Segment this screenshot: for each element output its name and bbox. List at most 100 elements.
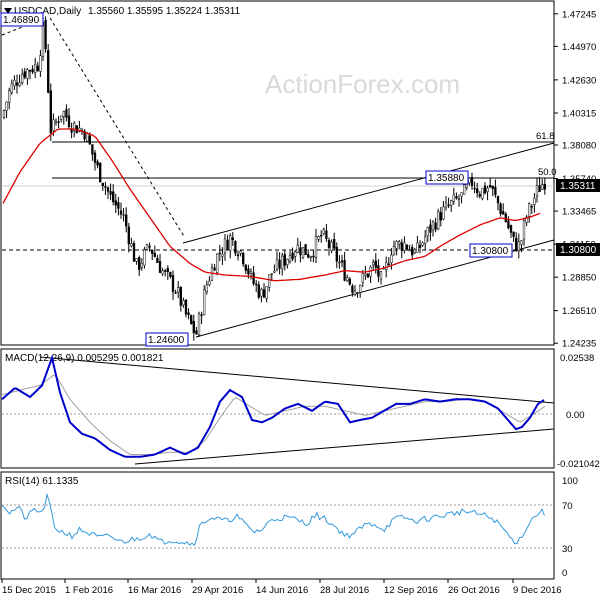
candle: [60, 115, 63, 123]
candle: [444, 196, 448, 211]
candle: [8, 87, 11, 110]
candle: [218, 244, 221, 262]
rsi-tick-100: 100: [562, 476, 578, 487]
annotation-resistance-label: 1.35880: [428, 173, 465, 184]
watermark: ActionForex.com: [265, 69, 460, 99]
candle: [125, 207, 128, 233]
candle: [26, 68, 29, 85]
x-axis-label: 29 Apr 2016: [192, 585, 243, 596]
candle: [439, 206, 442, 227]
candle: [91, 144, 94, 161]
candle: [221, 247, 224, 265]
candle: [309, 255, 312, 262]
candle: [515, 232, 518, 252]
rsi-title: RSI(14) 61.1335: [5, 476, 79, 487]
candle: [528, 202, 531, 223]
candle: [231, 231, 234, 246]
candle: [361, 269, 364, 287]
candle: [132, 240, 136, 262]
candle: [255, 280, 258, 293]
candle: [275, 251, 279, 272]
candle: [325, 223, 328, 242]
candle: [203, 285, 206, 316]
candle: [452, 187, 455, 205]
candle: [54, 118, 58, 126]
macd-lower-trendline: [134, 428, 555, 465]
candle: [333, 232, 336, 251]
candle: [34, 57, 37, 79]
candle: [291, 247, 294, 262]
candle: [530, 204, 533, 214]
candle: [109, 183, 112, 201]
candle: [301, 247, 305, 260]
candle: [169, 271, 172, 279]
candle: [112, 184, 115, 206]
x-axis: 15 Dec 2015 1 Feb 2016 16 Mar 2016 29 Apr 2…: [1, 579, 562, 596]
candle: [23, 67, 26, 80]
candle: [252, 266, 255, 286]
fib-61-8-label: 61.8: [536, 131, 555, 142]
x-axis-label: 26 Oct 2016: [448, 585, 500, 596]
symbol-label: USDCAD,Daily: [14, 6, 81, 17]
rsi-line: [1, 492, 545, 547]
x-axis-label: 15 Dec 2015: [2, 585, 56, 596]
candle: [117, 196, 120, 216]
x-axis-label: 14 Jun 2016: [256, 585, 308, 596]
candle: [83, 129, 86, 142]
candle: [122, 208, 125, 222]
candle: [65, 104, 68, 122]
candle: [281, 252, 284, 276]
annotation-resistance: 1.35880: [425, 170, 469, 185]
candle: [257, 281, 260, 300]
candle: [242, 251, 245, 267]
candle: [431, 220, 435, 237]
candle: [543, 177, 546, 195]
price-panel-frame: [0, 0, 555, 346]
downtrend-line: [49, 17, 186, 239]
candle: [374, 253, 377, 274]
macd-tick-zero: 0.00: [566, 410, 585, 421]
collapse-arrow-icon[interactable]: [4, 8, 12, 14]
candle: [187, 308, 190, 320]
candle: [413, 247, 416, 255]
candle: [208, 276, 211, 287]
candle: [509, 224, 513, 238]
candle: [442, 201, 445, 221]
candle: [190, 314, 193, 325]
candle: [489, 177, 492, 189]
candle: [15, 74, 19, 94]
candle: [192, 314, 195, 341]
candle: [395, 240, 398, 256]
candle: [520, 240, 523, 253]
candle: [161, 267, 164, 276]
candle: [369, 265, 372, 283]
candle: [93, 150, 97, 171]
candlestick-series: [2, 16, 546, 341]
support-price-value: 1.30800: [560, 245, 597, 256]
candle: [457, 194, 461, 207]
candle: [434, 217, 437, 233]
channel-upper-line: [182, 142, 555, 244]
price-axis-tick: 1.38080: [562, 141, 596, 152]
candle: [398, 239, 401, 250]
candle: [236, 250, 240, 261]
candle: [522, 217, 526, 246]
candle: [533, 193, 536, 213]
candle: [174, 289, 177, 295]
candle: [429, 219, 432, 241]
candle: [135, 258, 138, 265]
x-axis-label: 12 Sep 2016: [384, 585, 438, 596]
candle: [213, 263, 216, 271]
candle: [400, 239, 403, 259]
candle: [200, 311, 203, 324]
candle: [312, 250, 315, 263]
candle: [330, 239, 333, 254]
candle: [156, 254, 159, 263]
candle: [288, 251, 292, 264]
candle: [216, 253, 219, 276]
candle: [31, 65, 34, 74]
candle: [140, 258, 143, 271]
candle: [296, 237, 299, 254]
annotation-support-label: 1.30800: [472, 246, 509, 257]
macd-upper-trendline: [39, 356, 555, 404]
